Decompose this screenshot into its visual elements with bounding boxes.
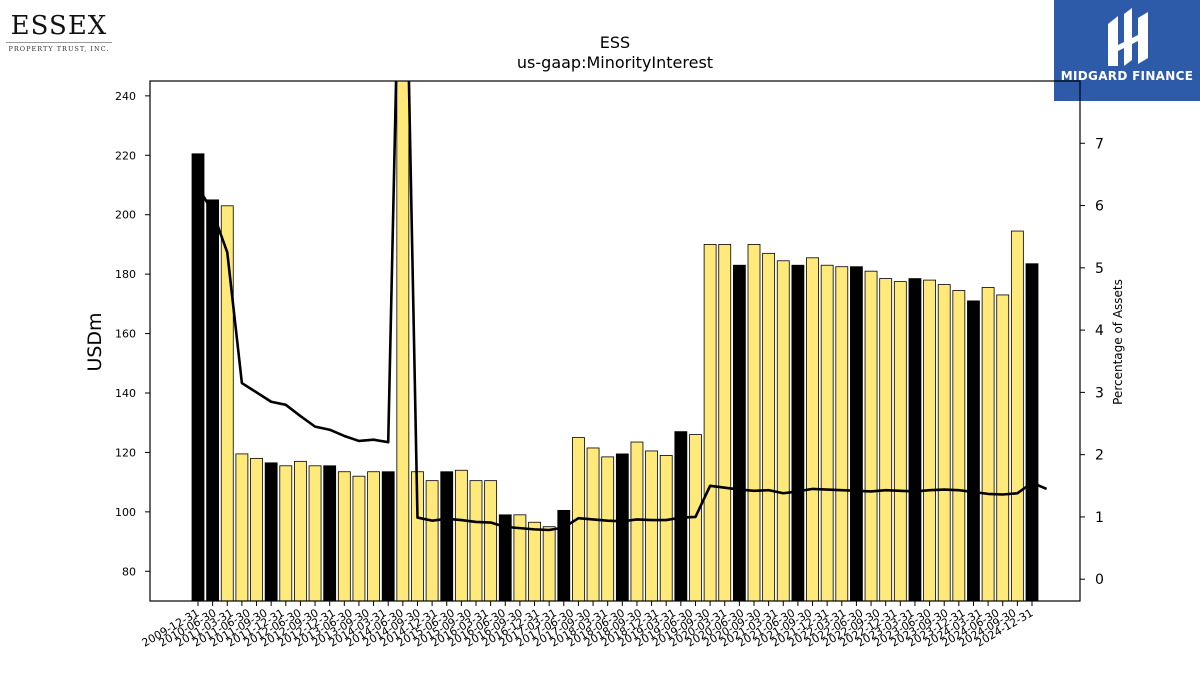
y-tick-label: 120: [115, 446, 136, 459]
y-tick-label: 160: [115, 328, 136, 341]
bar: [879, 278, 893, 602]
bar: [981, 287, 995, 602]
bar: [484, 480, 498, 602]
bar: [718, 244, 732, 602]
bar: [381, 471, 395, 602]
bar: [279, 465, 293, 602]
bar: [264, 462, 278, 602]
bar: [469, 480, 483, 602]
bar: [367, 471, 380, 602]
bar: [820, 264, 834, 602]
bar: [235, 453, 249, 602]
chart-subtitle: us-gaap:MinorityInterest: [517, 53, 713, 72]
midgard-finance-logo: MIDGARD FINANCE: [1054, 0, 1200, 101]
y-tick-label: 200: [115, 209, 136, 222]
y-tick-label: 180: [115, 268, 136, 281]
y2-tick-label: 1: [1095, 510, 1104, 526]
bar: [220, 205, 234, 602]
bar: [206, 199, 220, 602]
bar: [323, 465, 337, 602]
bars: [191, 80, 1039, 602]
bar: [250, 457, 263, 602]
bar: [425, 480, 439, 602]
pct-assets-line-layer: [196, 81, 1048, 532]
bar: [586, 447, 600, 602]
bar: [747, 244, 761, 602]
essex-logo-rule: [6, 42, 112, 43]
bar: [952, 290, 966, 602]
y2-tick-label: 2: [1095, 448, 1104, 464]
bar: [893, 281, 907, 602]
y-tick-label: 220: [115, 149, 136, 162]
bar: [835, 266, 849, 602]
bar: [864, 270, 878, 602]
y-axis-label: USDm: [84, 312, 106, 371]
bar: [908, 278, 922, 602]
bar: [923, 279, 936, 602]
bar: [762, 252, 776, 602]
midgard-mark-icon: [1108, 8, 1148, 66]
bar: [337, 471, 351, 602]
bar: [645, 450, 658, 602]
essex-tagline: PROPERTY TRUST, INC.: [8, 45, 110, 53]
plot-frame: [149, 80, 1081, 602]
bar: [703, 244, 717, 602]
y2-axis-label: Percentage of Assets: [1111, 279, 1125, 405]
bar: [191, 153, 205, 602]
bar: [615, 453, 629, 602]
bar: [294, 460, 307, 602]
bar: [1025, 263, 1039, 602]
left-axis: 80 100 120 140 160 180 200 220 240: [115, 90, 150, 578]
bar: [454, 469, 468, 602]
y2-tick-label: 3: [1095, 385, 1104, 401]
bar: [850, 266, 863, 602]
bar: [352, 475, 366, 602]
y-tick-label: 140: [115, 387, 136, 400]
y2-tick-label: 6: [1095, 199, 1104, 215]
midgard-brand: MIDGARD FINANCE: [1060, 69, 1194, 83]
bar: [996, 294, 1010, 602]
y2-tick-label: 0: [1095, 572, 1104, 588]
bar: [528, 521, 541, 602]
essex-logo: ESSEX PROPERTY TRUST, INC.: [6, 12, 112, 53]
bar: [659, 454, 673, 602]
x-axis: 2009-12-312010-06-302011-03-312011-06-30…: [140, 601, 1036, 650]
right-axis: 0 1 2 3 4 5 6 7: [1080, 136, 1104, 588]
bar: [937, 284, 951, 602]
bar: [1010, 230, 1024, 602]
pct-assets-line: [196, 81, 1048, 532]
bar: [967, 300, 980, 602]
bar: [396, 80, 410, 602]
bar: [440, 471, 454, 602]
y2-tick-label: 4: [1095, 323, 1104, 339]
y2-tick-label: 7: [1095, 136, 1104, 152]
bar: [308, 465, 322, 602]
y-tick-label: 80: [122, 565, 136, 578]
bar: [601, 456, 615, 602]
y-tick-label: 240: [115, 90, 136, 103]
bar: [791, 264, 805, 602]
y2-tick-label: 5: [1095, 261, 1104, 277]
bar: [630, 441, 644, 602]
bar: [542, 526, 556, 602]
bar: [732, 264, 746, 602]
y-tick-label: 100: [115, 506, 136, 519]
bar: [776, 260, 790, 602]
chart-title: ESS: [600, 33, 630, 52]
essex-wordmark: ESSEX: [10, 11, 108, 41]
bar: [806, 257, 819, 602]
